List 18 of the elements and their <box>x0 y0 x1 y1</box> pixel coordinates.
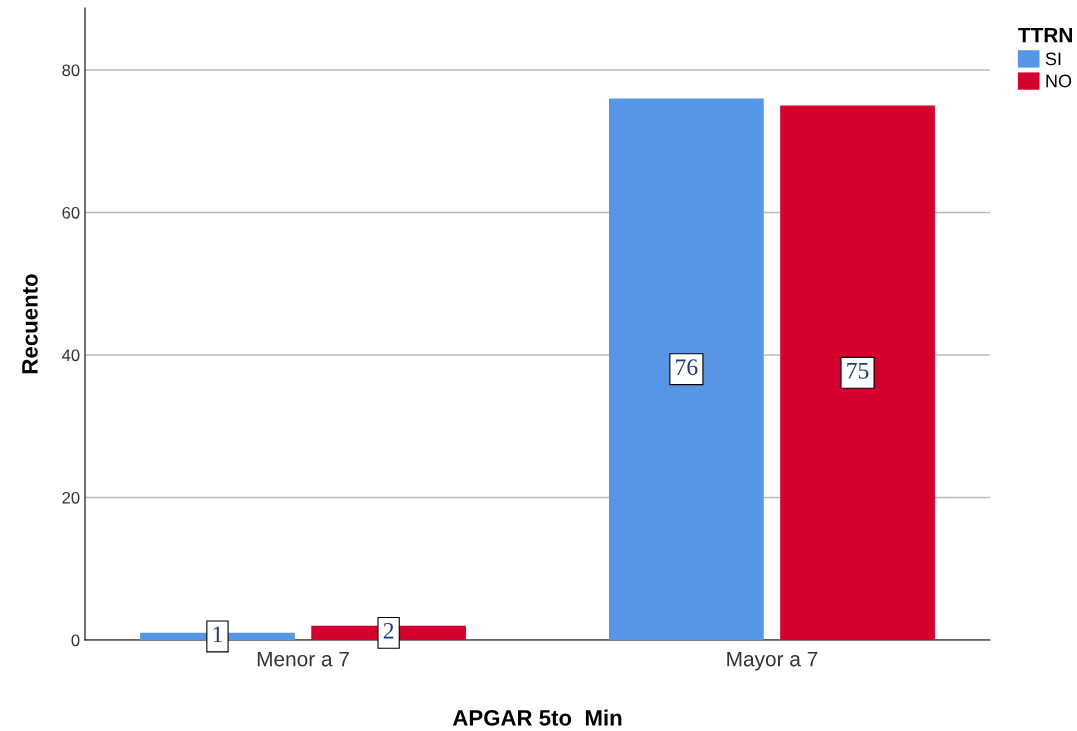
y-tick-label: 40 <box>61 349 80 362</box>
y-tick-label: 0 <box>71 634 80 647</box>
bar <box>609 98 764 640</box>
x-axis-title: APGAR 5to Min <box>452 709 622 726</box>
x-tick-label: Mayor a 7 <box>727 651 818 671</box>
legend-label: NO <box>1046 74 1072 88</box>
y-axis-title: Recuento <box>22 274 38 374</box>
data-label: 1 <box>213 626 222 643</box>
data-label: 2 <box>383 622 394 639</box>
data-label: 75 <box>847 363 869 379</box>
legend-label: SI <box>1045 52 1061 66</box>
y-tick-label: 20 <box>62 491 80 504</box>
data-label: 76 <box>676 359 698 376</box>
y-tick-label: 60 <box>62 206 80 219</box>
legend-title: TTRN <box>1018 27 1072 43</box>
x-tick-label: Menor a 7 <box>257 651 349 667</box>
bar <box>780 105 935 640</box>
y-tick-label: 80 <box>62 64 80 77</box>
